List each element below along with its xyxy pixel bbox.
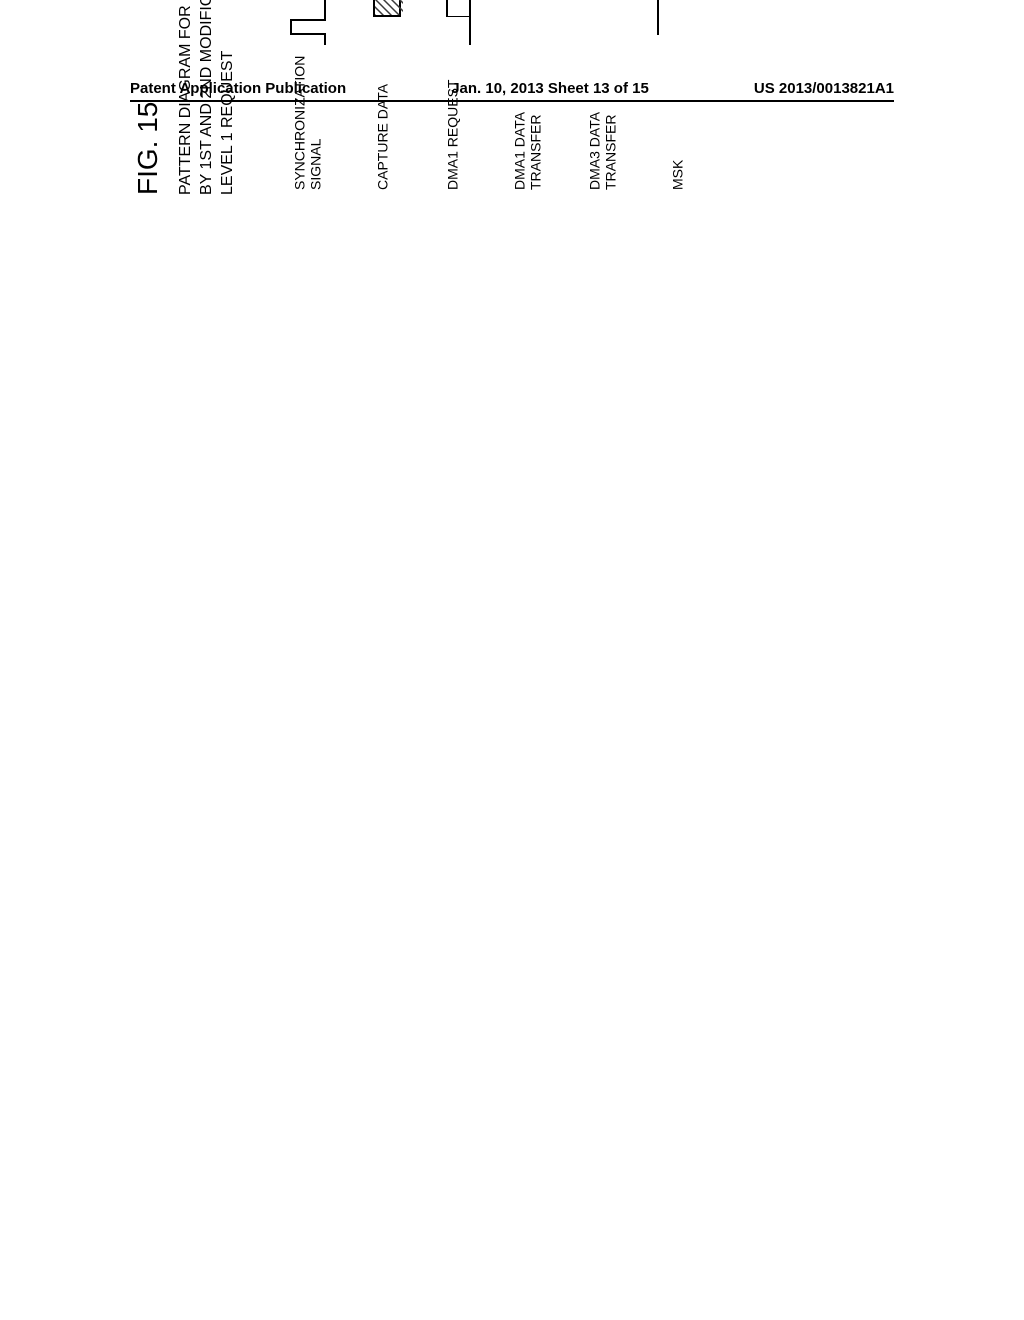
timing-diagram: SYNCHRONIZATION SIGNAL CAPTURE DATA BLAN… xyxy=(278,0,718,45)
diagram-title: PATTERN DIAGRAM FOR ILLUSTRATING DATA TR… xyxy=(176,0,238,195)
row-capture: CAPTURE DATA BLANK PERIOD xyxy=(353,0,413,45)
msk-wave xyxy=(656,0,696,45)
title-line-2: BY 1ST AND 2ND MODIFICATIONS FOR CONTROL… xyxy=(198,0,215,195)
capture-block xyxy=(373,0,401,17)
label-msk: MSK xyxy=(671,55,686,190)
row-sync: SYNCHRONIZATION SIGNAL xyxy=(278,0,338,45)
row-dma3xfer: DMA3 DATA TRANSFER D1 D2 xyxy=(573,0,633,45)
label-sync: SYNCHRONIZATION SIGNAL xyxy=(293,55,324,190)
title-line-3: LEVEL 1 REQUEST xyxy=(219,51,236,195)
dma1-request-wave xyxy=(445,0,471,17)
sync-pulse xyxy=(290,19,326,35)
label-dma3xfer: DMA3 DATA TRANSFER xyxy=(588,55,619,190)
label-capture: CAPTURE DATA xyxy=(376,55,391,190)
label-dma1xfer: DMA1 DATA TRANSFER xyxy=(513,55,544,190)
row-dma1xfer: DMA1 DATA TRANSFER xyxy=(498,0,558,45)
diagram-container: FIG. 15 PATTERN DIAGRAM FOR ILLUSTRATING… xyxy=(132,0,892,195)
title-line-1: PATTERN DIAGRAM FOR ILLUSTRATING DATA TR… xyxy=(177,0,194,195)
row-dma1req: DMA1 REQUEST xyxy=(423,0,483,45)
label-dma1req: DMA1 REQUEST xyxy=(446,55,461,190)
figure-label: FIG. 15 xyxy=(132,0,164,195)
row-msk: MSK xyxy=(648,0,708,45)
